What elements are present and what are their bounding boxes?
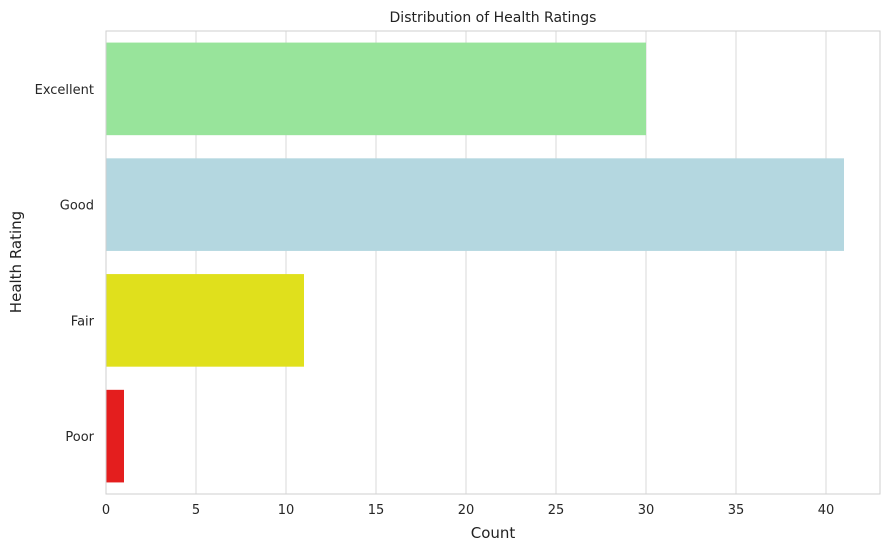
- y-tick-labels: Excellent Good Fair Poor: [35, 83, 95, 445]
- x-tick-labels: 0 5 10 15 20 25 30 35 40: [102, 503, 834, 518]
- y-tick-label-fair: Fair: [71, 314, 95, 329]
- bar-layer: [106, 42, 844, 483]
- x-tick-label: 0: [102, 503, 110, 518]
- x-tick-label: 30: [638, 503, 655, 518]
- x-tick-label: 35: [728, 503, 745, 518]
- x-tick-label: 15: [368, 503, 385, 518]
- bar-excellent: [106, 42, 646, 136]
- y-tick-label-excellent: Excellent: [35, 83, 94, 98]
- y-axis-label: Health Rating: [7, 211, 25, 313]
- bar-fair: [106, 274, 304, 367]
- x-tick-label: 10: [278, 503, 295, 518]
- x-tick-label: 25: [548, 503, 565, 518]
- y-tick-label-poor: Poor: [65, 430, 94, 445]
- x-axis-label: Count: [471, 524, 516, 542]
- x-tick-label: 5: [192, 503, 200, 518]
- x-tick-label: 40: [818, 503, 835, 518]
- chart-title: Distribution of Health Ratings: [390, 10, 597, 26]
- y-tick-label-good: Good: [60, 199, 94, 214]
- bar-good: [106, 158, 844, 251]
- x-tick-label: 20: [458, 503, 475, 518]
- bar-poor: [106, 389, 124, 483]
- plot-frame: [105, 30, 881, 495]
